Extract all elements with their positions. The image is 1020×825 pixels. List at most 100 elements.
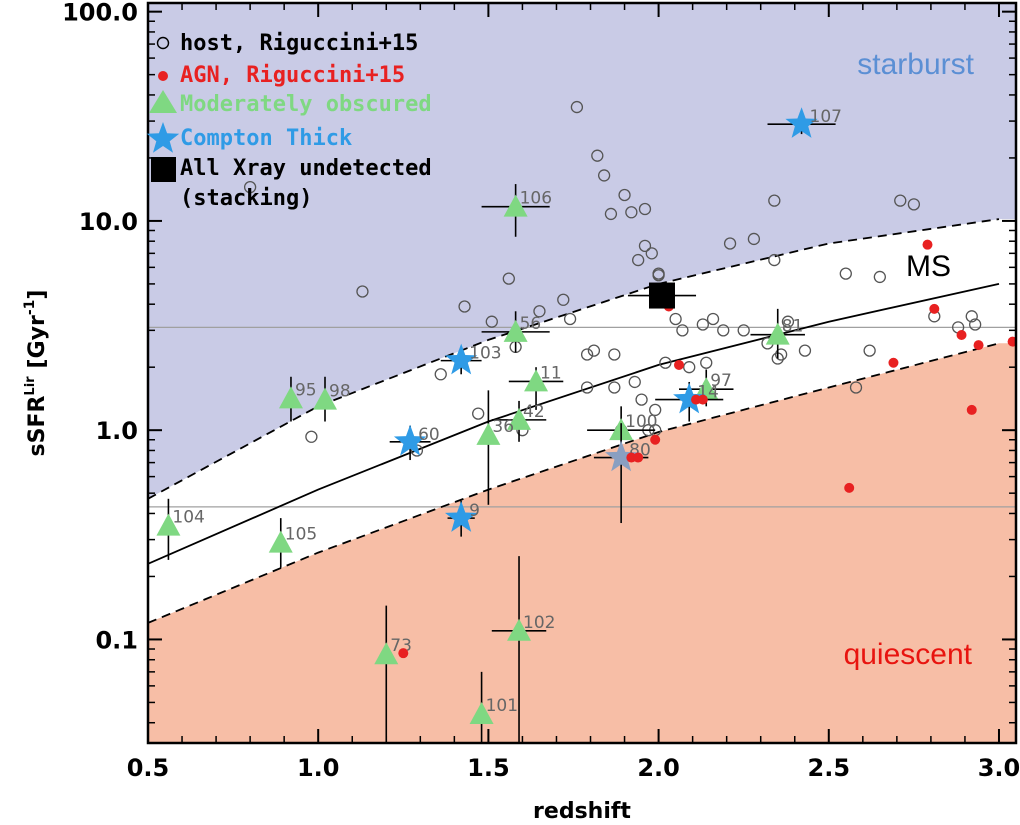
host-point	[907, 198, 921, 211]
agn-point	[956, 330, 967, 341]
host-point	[676, 324, 689, 337]
host-point	[873, 270, 886, 284]
host-point	[774, 348, 788, 361]
host-point	[737, 324, 750, 337]
star-id-label: 107	[810, 107, 842, 127]
legend-marker-host	[156, 36, 170, 50]
starburst-label: starburst	[857, 48, 974, 81]
quiescent-region	[148, 343, 1016, 743]
host-point	[502, 272, 515, 285]
host-point	[570, 100, 584, 114]
host-point	[652, 269, 665, 282]
triangle-point	[524, 369, 549, 392]
triangle-id-label: 81	[782, 317, 804, 337]
host-point	[608, 381, 621, 394]
ms-lower-dashed-line	[148, 342, 1000, 624]
ms-upper-dashed-line	[148, 218, 1000, 500]
host-point	[458, 300, 471, 313]
host-point	[628, 375, 641, 389]
legend-marker-star	[146, 122, 180, 153]
triangle-point	[156, 513, 181, 536]
star-point	[605, 440, 638, 472]
x-tick-label: 2.5	[808, 754, 851, 782]
host-point	[597, 169, 611, 182]
host-point	[635, 393, 648, 406]
host-point	[638, 239, 652, 253]
host-point	[563, 312, 577, 326]
triangle-point	[507, 407, 532, 430]
quiescent-label: quiescent	[844, 638, 973, 671]
host-point	[580, 348, 594, 361]
legend-label-stack: All Xray undetected	[180, 156, 432, 181]
host-point	[894, 194, 907, 207]
triangle-id-label: 95	[295, 380, 317, 400]
x-tick-label: 1.0	[297, 754, 340, 782]
triangle-id-label: 102	[523, 613, 555, 633]
ms-label: MS	[906, 250, 951, 283]
triangle-point	[374, 642, 399, 665]
legend: host, Riguccini+15 AGN, Riguccini+15 Mod…	[146, 31, 432, 211]
host-point	[723, 237, 737, 250]
host-point	[557, 293, 570, 306]
agn-point	[650, 434, 661, 445]
y-tick-label: 0.1	[95, 626, 138, 654]
host-point	[305, 430, 318, 443]
host-point	[863, 344, 876, 357]
legend-label-moderately-obscured: Moderately obscured	[180, 92, 432, 117]
host-point	[587, 344, 601, 357]
x-tick-label: 3.0	[978, 754, 1020, 782]
triangle-id-label: 104	[172, 508, 204, 528]
stack-point	[648, 282, 675, 309]
host-point	[618, 188, 631, 202]
legend-label-stack-line2: (stacking)	[180, 186, 312, 211]
triangle-point	[503, 194, 528, 217]
host-point	[434, 368, 447, 381]
x-tick-label: 2.0	[637, 754, 680, 782]
host-point	[645, 247, 658, 260]
host-point	[356, 285, 369, 298]
host-point	[706, 312, 720, 326]
main-sequence-line	[148, 283, 1000, 565]
agn-point	[674, 359, 685, 370]
host-point	[969, 318, 982, 331]
y-axis-label-main: sSFR	[25, 396, 50, 457]
host-point	[485, 315, 498, 328]
legend-label-compton-thick: Compton Thick	[180, 126, 352, 151]
axis-ticks: 0.5 1.0 1.5 2.0 2.5 3.0 0.1 1.0 10.0 100.0	[62, 0, 1020, 782]
agn-point	[929, 303, 940, 314]
legend-label-agn: AGN, Riguccini+15	[180, 63, 405, 88]
star-id-label: 9	[469, 501, 480, 521]
host-point	[965, 310, 978, 323]
star-point	[445, 501, 478, 532]
triangle-point	[476, 422, 501, 445]
y-axis-label-sup: Lir	[23, 376, 38, 396]
host-point	[849, 381, 863, 394]
triangle-point	[507, 618, 532, 641]
agn-point	[888, 357, 899, 368]
agn-point	[697, 394, 708, 405]
host-point	[472, 407, 485, 420]
triangle-id-label: 42	[523, 402, 545, 422]
legend-marker-stack	[151, 157, 176, 182]
star-point	[785, 107, 818, 138]
y-axis-label: sSFRLir [Gyr-1]	[22, 289, 50, 456]
triangle-point	[469, 702, 494, 725]
x-tick-label: 1.5	[467, 754, 510, 782]
triangle-point	[765, 322, 790, 345]
triangle-point	[503, 319, 528, 342]
host-point	[632, 253, 645, 267]
agn-point	[398, 648, 409, 659]
host-point	[649, 403, 662, 417]
host-point	[747, 232, 761, 246]
legend-marker-triangle	[149, 90, 177, 113]
triangle-id-label: 106	[520, 189, 552, 209]
agn-point	[844, 482, 855, 493]
x-tick-label: 0.5	[127, 754, 170, 782]
triangle-id-label: 36	[492, 417, 514, 437]
y-tick-label: 100.0	[62, 0, 138, 27]
triangle-id-label: 11	[540, 363, 562, 383]
agn-point	[973, 340, 984, 351]
star-point	[393, 424, 427, 456]
